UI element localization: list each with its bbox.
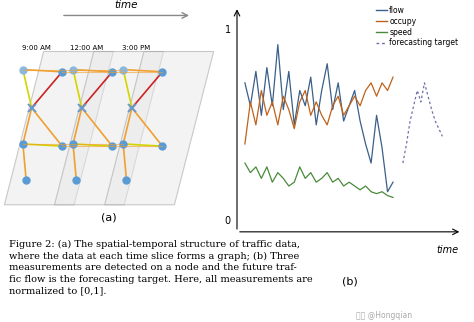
Text: time: time [115, 0, 138, 10]
Polygon shape [55, 52, 164, 205]
Legend: flow, occupy, speed, forecasting target: flow, occupy, speed, forecasting target [376, 6, 458, 47]
Text: Figure 2: (a) The spatial-temporal structure of traffic data,
where the data at : Figure 2: (a) The spatial-temporal struc… [9, 240, 313, 295]
Text: 3:00 PM: 3:00 PM [122, 45, 150, 51]
Polygon shape [4, 52, 113, 205]
Text: (b): (b) [342, 277, 357, 287]
Text: 知乎 @Hongqian: 知乎 @Hongqian [356, 311, 411, 320]
Text: (a): (a) [101, 213, 117, 223]
Text: time: time [436, 245, 458, 255]
Polygon shape [105, 52, 214, 205]
Text: 9:00 AM: 9:00 AM [21, 45, 50, 51]
Text: 12:00 AM: 12:00 AM [70, 45, 103, 51]
